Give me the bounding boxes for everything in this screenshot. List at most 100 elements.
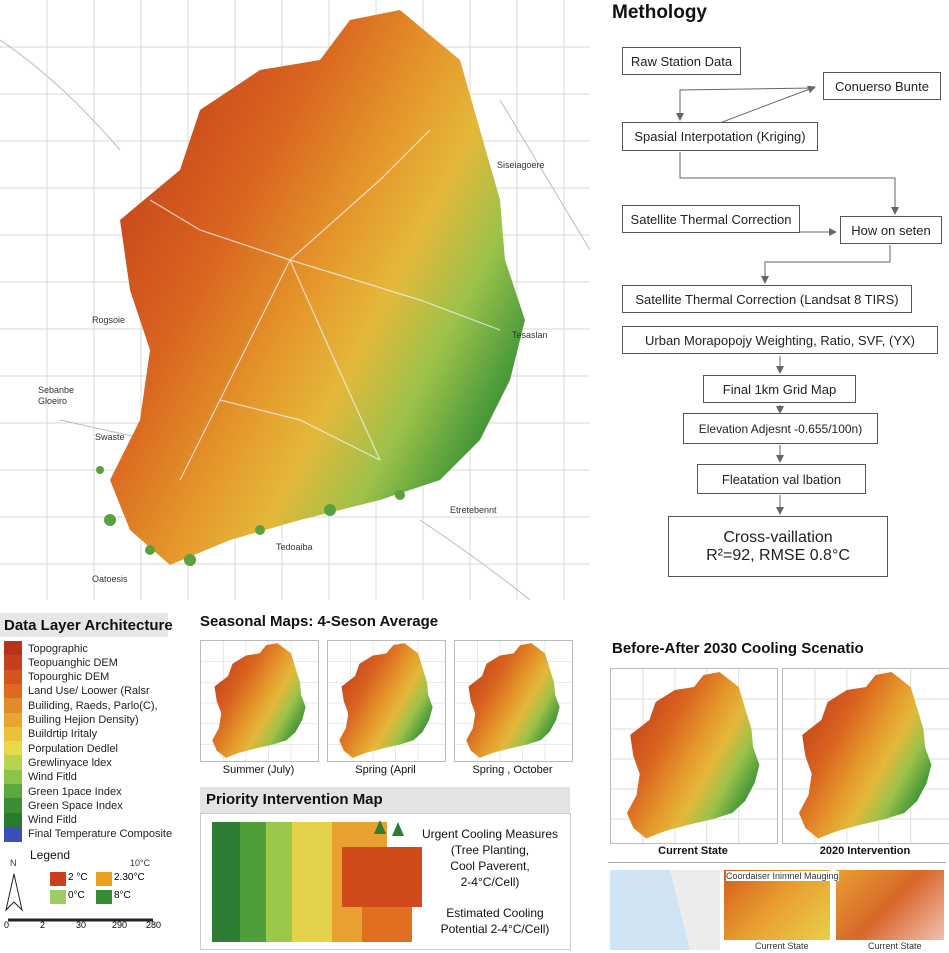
scale-label: 2 (40, 920, 46, 930)
layer-label: Teopuanghic DEM (28, 656, 118, 669)
result-line: Cross-vaillation (723, 528, 833, 546)
flow-result: Cross-vaillation R²=92, RMSE 0.8°C (668, 516, 888, 577)
layer-swatch (4, 712, 22, 728)
layer-item: Builing Hejion Density) (4, 712, 139, 728)
flow-step: Conuerso Bunte (823, 72, 941, 100)
measure-line: Urgent Cooling Measures (421, 827, 559, 841)
before-after-title: Before-After 2030 Cooling Scenatio (612, 640, 864, 657)
priority-title: Priority Intervention Map (206, 791, 383, 808)
measure-line: (Tree Planting, (450, 843, 530, 857)
before-after-caption: 2020 Intervention (819, 845, 911, 857)
layer-item: Wind Fitld (4, 812, 77, 828)
before-after-map (782, 668, 949, 844)
map-label: Oatoesis (92, 574, 128, 584)
inset-water (610, 870, 720, 950)
scale-label: 0 (4, 920, 10, 930)
priority-potential: Estimated Cooling Potential 2-4°C/Cell) (420, 905, 570, 937)
flow-step: Spasial Interpotation (Kriging) (622, 122, 818, 151)
legend-label: 8°C (114, 890, 131, 901)
potential-line: Potential 2-4°C/Cell) (440, 922, 550, 936)
seasonal-caption: Spring , October (472, 764, 553, 776)
seasonal-caption: Spring (April (355, 764, 416, 776)
layer-item: Final Temperature Composite (4, 826, 172, 842)
coastline (0, 39, 590, 600)
layer-label: Wind Fitld (28, 771, 77, 784)
legend-top-label: 10°C (130, 858, 151, 868)
priority-map (212, 822, 422, 942)
flow-step: Urban Morapopojy Weighting, Ratio, SVF, … (622, 326, 938, 354)
map-label: Gloeiro (38, 396, 68, 406)
scale-label: 30 (76, 920, 87, 930)
layer-label: Green 1pace Index (28, 785, 122, 798)
methodology-title: Methology (612, 2, 707, 23)
map-label: Siseiagoere (497, 160, 545, 170)
tree-icons (374, 820, 404, 836)
layer-label: Builiding, Raeds, Parlo(C), (28, 699, 158, 712)
flow-step: Satellite Thermal Correction (622, 205, 800, 233)
layer-item: Wind Fitld (4, 769, 77, 785)
seasonal-map (454, 640, 573, 762)
legend-swatch (50, 890, 66, 904)
layer-swatch (4, 669, 22, 685)
layer-label: Green Space Index (28, 799, 123, 812)
seasonal-map (200, 640, 319, 762)
seasonal-map (327, 640, 446, 762)
layer-item: Porpulation Dedlel (4, 741, 118, 757)
scale-labels: 0 2 30 290 280 (4, 920, 164, 934)
flow-step: Satellite Thermal Correction (Landsat 8 … (622, 285, 912, 313)
layer-item: Green Space Index (4, 798, 123, 814)
peninsula (110, 10, 525, 565)
layer-label: Grewlinyace ldex (28, 756, 112, 769)
layer-label: Land Use/ Loower (Ralsr (28, 685, 150, 698)
measure-line: 2-4°C/Cell) (460, 875, 520, 889)
north-arrow (5, 873, 23, 912)
layer-swatch (4, 741, 22, 757)
legend-label: 2.30°C (114, 872, 145, 883)
layer-title-bg (0, 613, 168, 637)
layer-label: Wind Fitld (28, 814, 77, 827)
layer-swatch (4, 698, 22, 714)
flow-step: Final 1km Grid Map (703, 375, 856, 403)
seasonal-caption: Summer (July) (222, 764, 295, 776)
north: N (10, 858, 17, 868)
layer-list: Topographic Teopuanghic DEM Topourghic DEM… (4, 641, 194, 842)
legend-swatch (96, 890, 112, 904)
layer-label: Builing Hejion Density) (28, 714, 139, 726)
result-line: R²=92, RMSE 0.8°C (706, 546, 850, 564)
layer-swatch (4, 683, 22, 699)
scale-label: 290 (112, 920, 128, 930)
layer-item: Topourghic DEM (4, 669, 109, 685)
legend-label: 2 °C (68, 872, 88, 883)
seasonal-title: Seasonal Maps: 4-Seson Average (200, 613, 439, 630)
measure-line: Cool Paverent, (450, 859, 530, 873)
flow-step: Raw Station Data (622, 47, 741, 75)
layer-title: Data Layer Architecture (4, 617, 173, 634)
islands (96, 466, 405, 566)
map-label: Tedoaiba (276, 542, 313, 552)
flow-step: Elevation Adjesnt -0.655/100n) (683, 413, 878, 444)
scale-label: 280 (146, 920, 162, 930)
inset-map (724, 870, 830, 940)
before-after-caption: Current State (658, 845, 728, 857)
map-label: Rogsoie (92, 315, 126, 325)
divider (608, 862, 946, 863)
layer-label: Porpulation Dedlel (28, 742, 118, 755)
inset-caption: Current State (755, 941, 809, 951)
legend-swatch (96, 872, 112, 886)
layer-item: Topographic (4, 641, 88, 656)
layer-item: Green 1pace Index (4, 784, 122, 799)
priority-measures: Urgent Cooling Measures (Tree Planting, Co… (410, 826, 570, 890)
layer-item: Grewlinyace ldex (4, 755, 112, 771)
layer-swatch (4, 655, 22, 671)
main-map (0, 0, 590, 600)
scale-bar (8, 918, 153, 922)
layer-item: Land Use/ Loower (Ralsr (4, 683, 150, 699)
legend-label: 0°C (68, 890, 85, 901)
flow-step: Fleatation val lbation (697, 464, 866, 494)
potential-line: Estimated Cooling (446, 906, 544, 920)
layer-item: Buildrtip Iritaly (4, 726, 97, 742)
map-label: Sebanbe (38, 385, 75, 395)
legend: 2 °C 2.30°C 0°C 8°C (50, 872, 170, 908)
roads (149, 129, 501, 481)
